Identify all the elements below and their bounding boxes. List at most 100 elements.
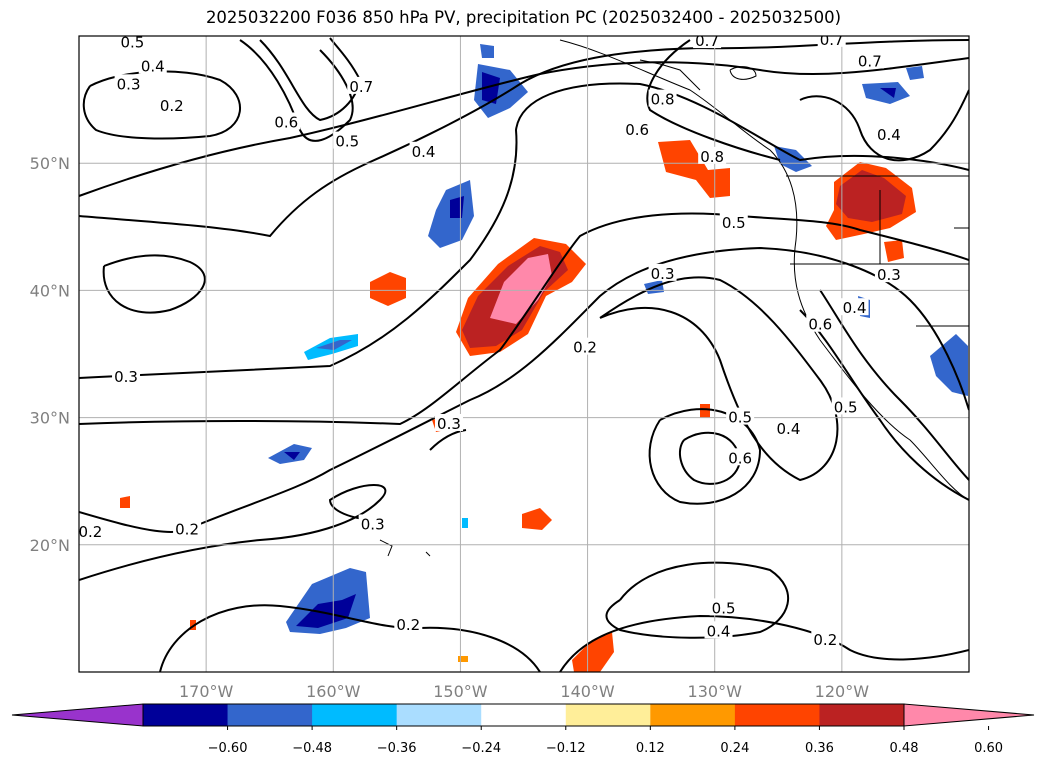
contour-label: 0.3 (361, 515, 385, 533)
colorbar-swatch (312, 704, 398, 726)
chart-title: 2025032200 F036 850 hPa PV, precipitatio… (205, 8, 842, 27)
contour-label: 0.5 (834, 398, 858, 416)
contour-label: 0.7 (858, 52, 882, 70)
contour-label: 0.3 (117, 75, 141, 93)
colorbar: −0.60 −0.48 −0.36 −0.24 −0.12 0.12 0.24 0.36 0.4… (11, 703, 1035, 756)
contour-label-bg (698, 146, 727, 164)
colorbar-tick-label: 0.48 (890, 741, 919, 756)
lon-tick-label: 120°W (815, 682, 870, 701)
contour-label: 0.4 (707, 622, 731, 640)
contour-label: 0.2 (175, 521, 199, 539)
contour-label: 0.6 (274, 113, 298, 131)
contour-label-bg (648, 263, 677, 281)
contour-label-bg (394, 614, 423, 632)
contour-label: 0.3 (651, 265, 675, 283)
colorbar-max-extend (903, 703, 1035, 727)
longitude-axis: 170°W 160°W 150°W 140°W 130°W 120°W (179, 682, 869, 701)
contour-label: 0.2 (396, 616, 420, 634)
contour-label: 0.5 (120, 33, 144, 51)
contour-label: 0.4 (412, 143, 436, 161)
contour-label-bg (333, 131, 362, 149)
contour-label-bg (409, 141, 438, 159)
negative-precip-patch (268, 444, 312, 464)
lat-tick-label: 40°N (30, 281, 70, 300)
contour-label-bg (434, 413, 463, 431)
colorbar-tick-label: 0.60 (974, 741, 1003, 756)
contour-label: 0.6 (625, 121, 649, 139)
contour-label-bg (571, 337, 600, 355)
colorbar-tick-label: 0.12 (636, 741, 665, 756)
colorbar-tick-label: 0.24 (720, 741, 749, 756)
positive-precip-patch (456, 238, 586, 356)
contour-label: 0.2 (573, 339, 597, 357)
contour-label-bg (726, 448, 755, 466)
contour-label: 0.3 (877, 266, 901, 284)
lat-tick-label: 20°N (30, 536, 70, 555)
contour-label-bg (831, 397, 860, 415)
lon-tick-label: 140°W (560, 682, 615, 701)
colorbar-swatch (227, 704, 313, 726)
positive-precip-patch (458, 656, 468, 662)
negative-precip-patch (480, 44, 494, 58)
positive-precip-patch (572, 632, 614, 672)
contour-label-bg (112, 366, 141, 384)
contour-label-bg (840, 298, 869, 316)
positive-precip-patch (826, 162, 916, 240)
colorbar-swatch (819, 704, 905, 726)
contour-label-bg (648, 89, 677, 107)
colorbar-swatch (734, 704, 820, 726)
contour-label-bg (693, 36, 722, 49)
lon-tick-label: 130°W (688, 682, 743, 701)
negative-precip-patch (304, 334, 358, 360)
contour-label-bg (774, 419, 803, 437)
lat-tick-label: 50°N (30, 154, 70, 173)
negative-precip-patch (862, 82, 910, 104)
contour-label: 0.4 (877, 126, 901, 144)
positive-precip-patch (658, 140, 730, 198)
contour-label: 0.5 (335, 133, 359, 151)
latitude-axis: 20°N 30°N 40°N 50°N (30, 154, 70, 555)
contour-label: 0.2 (813, 631, 837, 649)
contour-label: 0.5 (728, 409, 752, 427)
contour-label-bg (855, 51, 884, 69)
positive-precip-patch (884, 240, 904, 262)
contour-label-bg (704, 621, 733, 639)
colorbar-tick-label: −0.36 (377, 741, 417, 756)
colorbar-swatch (481, 704, 567, 726)
colorbar-tick-label: −0.12 (546, 741, 586, 756)
contour-label-bg (726, 407, 755, 425)
contour-label-bg (817, 36, 846, 47)
contour-label: 0.2 (79, 523, 103, 541)
colorbar-tick-label: −0.24 (461, 741, 501, 756)
contour-label-bg (811, 630, 840, 648)
contour-label: 0.6 (728, 449, 752, 467)
map-frame (78, 35, 970, 673)
map-background (79, 36, 969, 672)
contour-label: 0.2 (160, 97, 184, 115)
contour-label-bg (806, 314, 835, 332)
positive-precip-patch (700, 404, 710, 418)
contour-label: 0.8 (651, 91, 675, 109)
contour-label: 0.5 (722, 214, 746, 232)
colorbar-swatch (565, 704, 651, 726)
contour-label-bg (347, 76, 376, 94)
contour-label: 0.6 (808, 316, 832, 334)
colorbar-frame (142, 703, 905, 727)
contour-label: 0.8 (700, 148, 724, 166)
colorbar-min-extend (11, 703, 144, 727)
contour-label: 0.3 (437, 415, 461, 433)
contour-label: 0.7 (695, 32, 719, 50)
contour-label-bg (173, 519, 202, 537)
contour-label-bg (709, 598, 738, 616)
positive-precip-patch (370, 272, 406, 306)
contour-label: 0.7 (820, 31, 844, 49)
lat-tick-label: 30°N (30, 409, 70, 428)
contour-label-bg (157, 95, 186, 113)
contour-label: 0.4 (141, 58, 165, 76)
negative-precip-patch (906, 66, 924, 80)
contour-label-bg (874, 265, 903, 283)
contour-label-bg (719, 212, 748, 230)
contour-label-bg (114, 74, 143, 92)
contour-label: 0.5 (712, 599, 736, 617)
